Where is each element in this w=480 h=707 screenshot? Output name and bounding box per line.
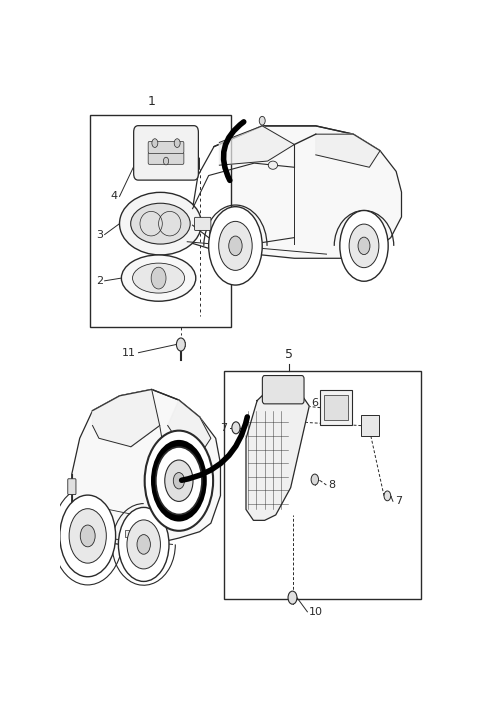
- Circle shape: [69, 509, 106, 563]
- Bar: [124, 530, 139, 537]
- Ellipse shape: [121, 255, 196, 301]
- Bar: [90, 115, 231, 327]
- Polygon shape: [316, 134, 380, 168]
- Circle shape: [80, 525, 95, 547]
- Text: 7: 7: [220, 423, 228, 433]
- Text: 1: 1: [147, 95, 155, 107]
- Bar: [361, 415, 379, 436]
- Text: 11: 11: [122, 348, 136, 358]
- Text: 8: 8: [328, 480, 335, 490]
- Circle shape: [60, 495, 116, 577]
- Circle shape: [137, 534, 150, 554]
- Circle shape: [349, 224, 379, 268]
- Circle shape: [209, 206, 262, 285]
- Text: 3: 3: [96, 230, 103, 240]
- Circle shape: [177, 338, 185, 351]
- Circle shape: [384, 491, 391, 501]
- Circle shape: [119, 508, 169, 581]
- Circle shape: [358, 237, 370, 255]
- Polygon shape: [93, 390, 160, 447]
- Circle shape: [232, 422, 240, 434]
- Polygon shape: [72, 390, 220, 544]
- Polygon shape: [182, 126, 401, 258]
- FancyArrowPatch shape: [224, 122, 244, 180]
- FancyBboxPatch shape: [68, 479, 76, 495]
- Text: 2: 2: [96, 276, 103, 286]
- Ellipse shape: [131, 203, 190, 244]
- Polygon shape: [168, 400, 211, 455]
- Circle shape: [311, 474, 319, 485]
- Circle shape: [288, 591, 297, 604]
- Text: 9: 9: [372, 428, 380, 438]
- Bar: [324, 395, 348, 420]
- Ellipse shape: [268, 161, 277, 169]
- Ellipse shape: [120, 192, 202, 255]
- Text: 5: 5: [285, 348, 293, 361]
- Circle shape: [165, 460, 193, 501]
- Circle shape: [229, 236, 242, 256]
- Circle shape: [174, 139, 180, 148]
- Circle shape: [151, 267, 166, 289]
- FancyBboxPatch shape: [148, 141, 184, 153]
- Bar: [224, 370, 421, 600]
- Circle shape: [144, 431, 213, 531]
- Text: 7: 7: [395, 496, 402, 506]
- FancyBboxPatch shape: [194, 217, 211, 230]
- Circle shape: [163, 157, 168, 165]
- FancyBboxPatch shape: [263, 375, 304, 404]
- Circle shape: [152, 139, 158, 148]
- Circle shape: [259, 117, 265, 125]
- Circle shape: [173, 472, 184, 489]
- Text: 10: 10: [309, 607, 323, 617]
- Circle shape: [340, 211, 388, 281]
- FancyArrowPatch shape: [181, 417, 247, 480]
- Polygon shape: [219, 126, 294, 165]
- Circle shape: [127, 520, 160, 569]
- FancyBboxPatch shape: [133, 126, 198, 180]
- Ellipse shape: [132, 263, 185, 293]
- FancyBboxPatch shape: [148, 152, 184, 164]
- Circle shape: [156, 447, 202, 515]
- Circle shape: [219, 221, 252, 270]
- Bar: [321, 390, 352, 425]
- Polygon shape: [246, 390, 309, 520]
- Circle shape: [151, 440, 207, 522]
- Text: 4: 4: [110, 192, 118, 201]
- Text: 6: 6: [312, 398, 319, 409]
